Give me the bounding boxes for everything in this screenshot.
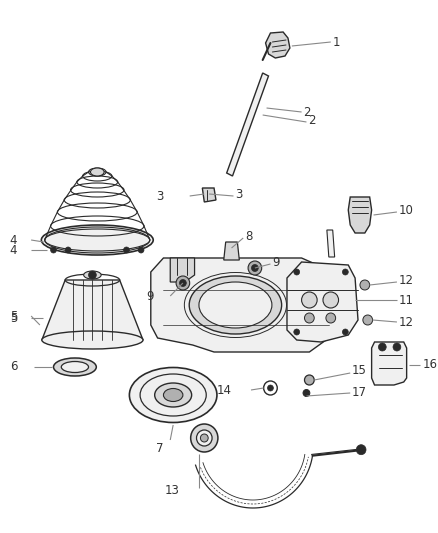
Text: 12: 12 (399, 316, 414, 328)
Circle shape (180, 279, 186, 287)
Circle shape (302, 292, 317, 308)
Polygon shape (202, 188, 216, 202)
Text: 11: 11 (399, 294, 414, 306)
Polygon shape (227, 73, 268, 176)
Ellipse shape (189, 276, 282, 334)
Text: 14: 14 (216, 384, 232, 397)
Circle shape (294, 269, 300, 275)
Circle shape (343, 269, 348, 275)
Text: 13: 13 (165, 483, 180, 497)
Text: 2: 2 (304, 106, 311, 118)
Circle shape (197, 430, 212, 446)
Circle shape (363, 315, 373, 325)
Polygon shape (42, 280, 143, 340)
Circle shape (65, 247, 71, 253)
Circle shape (356, 445, 366, 455)
Text: 15: 15 (352, 365, 367, 377)
Ellipse shape (42, 331, 143, 349)
Text: 8: 8 (245, 230, 253, 243)
Ellipse shape (53, 358, 96, 376)
Circle shape (124, 247, 129, 253)
Ellipse shape (41, 225, 153, 255)
Ellipse shape (129, 367, 217, 423)
Ellipse shape (91, 168, 104, 176)
Text: 3: 3 (236, 188, 243, 200)
Circle shape (343, 329, 348, 335)
Circle shape (50, 247, 57, 253)
Text: 7: 7 (155, 441, 163, 455)
Text: 4: 4 (10, 233, 17, 246)
Ellipse shape (199, 282, 272, 328)
Text: 16: 16 (422, 359, 437, 372)
Polygon shape (327, 230, 335, 257)
Polygon shape (287, 262, 358, 342)
Circle shape (251, 264, 258, 271)
Text: 2: 2 (308, 114, 316, 126)
Circle shape (393, 343, 401, 351)
Circle shape (268, 385, 273, 391)
Circle shape (326, 313, 336, 323)
Circle shape (201, 434, 208, 442)
Circle shape (248, 261, 261, 275)
Circle shape (304, 375, 314, 385)
Text: 5: 5 (10, 310, 17, 322)
Polygon shape (170, 258, 194, 282)
Text: 12: 12 (399, 273, 414, 287)
Text: 3: 3 (156, 190, 163, 203)
Text: 9: 9 (272, 255, 280, 269)
Polygon shape (348, 197, 371, 233)
Circle shape (323, 292, 339, 308)
Ellipse shape (84, 271, 101, 279)
Text: 1: 1 (333, 36, 340, 49)
Text: 4: 4 (10, 244, 17, 256)
Circle shape (176, 276, 190, 290)
Circle shape (138, 247, 144, 253)
Ellipse shape (61, 361, 88, 373)
Text: 9: 9 (146, 289, 154, 303)
Circle shape (378, 343, 386, 351)
Text: 6: 6 (10, 360, 17, 374)
Circle shape (304, 313, 314, 323)
Circle shape (303, 390, 310, 397)
Text: 10: 10 (399, 204, 414, 216)
Circle shape (360, 280, 370, 290)
Circle shape (88, 271, 96, 279)
Polygon shape (151, 258, 329, 352)
Polygon shape (224, 242, 239, 260)
Polygon shape (265, 32, 290, 58)
Polygon shape (371, 342, 406, 385)
Text: 17: 17 (352, 385, 367, 399)
Ellipse shape (155, 383, 192, 407)
Circle shape (294, 329, 300, 335)
Circle shape (191, 424, 218, 452)
Ellipse shape (163, 389, 183, 401)
Text: 5: 5 (10, 311, 17, 325)
